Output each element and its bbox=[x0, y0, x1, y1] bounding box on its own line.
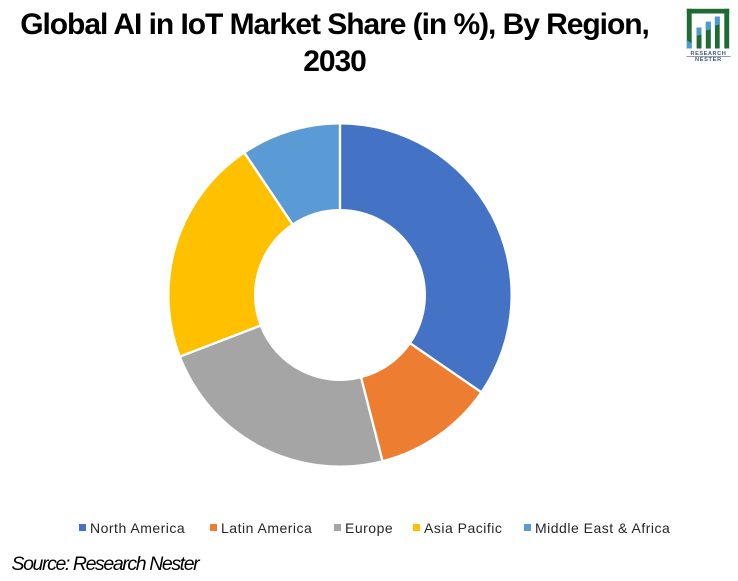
svg-text:RESEARCH: RESEARCH bbox=[691, 51, 727, 57]
svg-text:NESTER: NESTER bbox=[695, 57, 722, 63]
